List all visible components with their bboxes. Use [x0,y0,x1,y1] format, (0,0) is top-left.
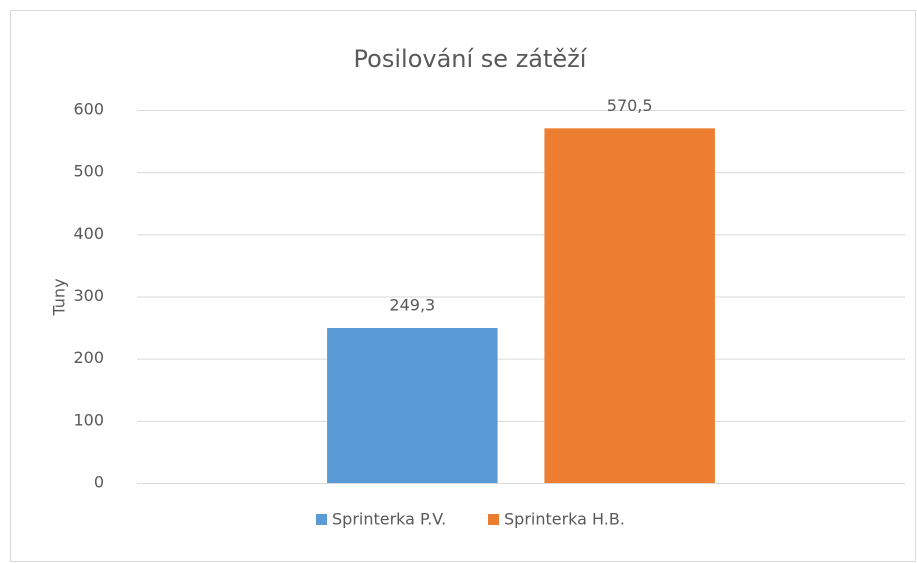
y-tick-label: 300 [73,286,104,305]
y-tick-label: 100 [73,410,104,429]
value-label: 570,5 [607,96,653,115]
legend-swatch [488,514,499,525]
legend-label: Sprinterka P.V. [332,510,446,529]
y-tick-label: 200 [73,348,104,367]
bar [327,328,498,483]
value-label: 249,3 [389,296,435,315]
y-tick-label: 0 [94,473,104,492]
legend-label: Sprinterka H.B. [504,510,625,529]
y-axis-label: Tuny [50,278,69,316]
y-tick-label: 500 [73,162,104,181]
bar [544,128,715,483]
y-tick-label: 600 [73,100,104,119]
legend-swatch [316,514,327,525]
y-tick-label: 400 [73,224,104,243]
chart-title: Posilování se zátěží [354,45,588,73]
